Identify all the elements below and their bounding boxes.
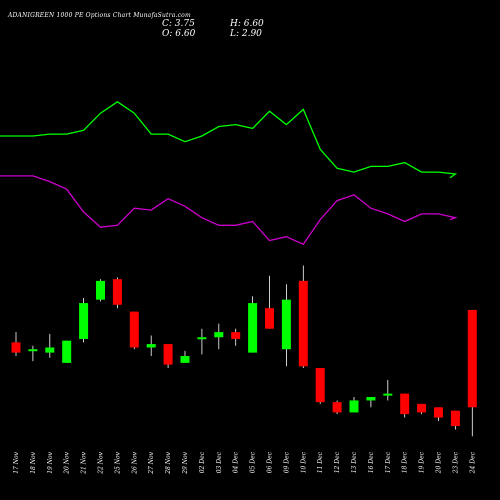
low-readout: L: 2.90 bbox=[230, 29, 262, 39]
candle-body bbox=[197, 337, 207, 340]
x-tick-label: 02 Dec bbox=[199, 451, 206, 473]
candle bbox=[298, 265, 308, 368]
candle bbox=[434, 407, 443, 421]
candle-body bbox=[129, 311, 139, 348]
x-tick-label: 10 Dec bbox=[300, 451, 307, 473]
candle-body bbox=[146, 344, 156, 348]
candle-body bbox=[383, 393, 393, 396]
candle bbox=[79, 297, 89, 343]
candle bbox=[112, 277, 122, 309]
x-tick-label: 20 Nov bbox=[64, 451, 71, 474]
x-tick-label: 13 Dec bbox=[351, 451, 358, 473]
candle-body bbox=[349, 400, 359, 413]
candle bbox=[366, 397, 376, 408]
candle bbox=[467, 309, 477, 437]
candle-body bbox=[11, 342, 21, 353]
x-tick-label: 18 Nov bbox=[30, 451, 37, 473]
candle-body bbox=[28, 349, 38, 352]
candle-body bbox=[112, 279, 122, 305]
candle bbox=[383, 379, 393, 401]
open-readout: O: 6.60 bbox=[162, 29, 196, 39]
candle bbox=[400, 393, 410, 418]
high-readout: H: 6.60 bbox=[230, 19, 264, 29]
close-readout: C: 3.75 bbox=[162, 19, 195, 29]
x-tick-label: 03 Dec bbox=[216, 451, 223, 473]
x-tick-label: 21 Nov bbox=[81, 451, 88, 474]
x-tick-label: 24 Dec bbox=[469, 451, 476, 474]
x-tick-label: 19 Dec bbox=[419, 451, 426, 473]
candle-body bbox=[248, 303, 258, 353]
x-tick-label: 25 Nov bbox=[114, 451, 121, 474]
candle bbox=[214, 323, 224, 350]
candle bbox=[129, 311, 139, 350]
candle-body bbox=[79, 303, 89, 339]
x-tick-label: 09 Dec bbox=[283, 451, 290, 473]
candle-body bbox=[265, 308, 274, 329]
x-tick-label: 12 Dec bbox=[334, 451, 341, 473]
x-tick-label: 11 Dec bbox=[317, 451, 324, 473]
candle-body bbox=[45, 347, 55, 353]
candle bbox=[45, 333, 55, 358]
x-tick-label: 06 Dec bbox=[267, 451, 274, 473]
x-tick-label: 16 Dec bbox=[368, 451, 375, 473]
candle-body bbox=[400, 393, 410, 415]
candle bbox=[248, 296, 258, 353]
x-tick-label: 29 Nov bbox=[182, 451, 189, 474]
candle-body bbox=[281, 299, 291, 350]
candle bbox=[180, 350, 190, 363]
candle bbox=[349, 397, 359, 413]
x-tick-label: 26 Nov bbox=[131, 451, 138, 474]
candle-body bbox=[62, 340, 72, 363]
x-tick-label: 20 Dec bbox=[436, 451, 443, 474]
x-tick-label: 22 Nov bbox=[98, 451, 105, 474]
candle bbox=[281, 284, 291, 367]
candle-body bbox=[214, 332, 224, 338]
candle bbox=[146, 335, 156, 357]
candle bbox=[231, 328, 241, 346]
candle-body bbox=[450, 410, 460, 427]
candle bbox=[163, 344, 173, 368]
indicator-line-upper bbox=[0, 101, 458, 179]
candle-body bbox=[315, 368, 325, 403]
indicator-line-lower bbox=[0, 175, 458, 246]
candle-body bbox=[298, 280, 308, 367]
x-axis-labels: 17 Nov 18 Nov 19 Nov 20 Nov 21 Nov 22 Nov 25 N… bbox=[13, 451, 476, 474]
candle-body bbox=[434, 407, 443, 418]
candle-body bbox=[163, 344, 173, 365]
candle-body bbox=[366, 397, 376, 401]
candle bbox=[62, 340, 72, 363]
candle-body bbox=[231, 332, 241, 339]
candle bbox=[197, 328, 207, 355]
x-tick-label: 27 Nov bbox=[148, 451, 155, 474]
x-tick-label: 17 Dec bbox=[385, 451, 392, 473]
candle bbox=[332, 400, 342, 415]
candle-body bbox=[180, 356, 190, 363]
chart-title: ADANIGREEN 1000 PE Options Chart MunafaS… bbox=[8, 12, 191, 19]
x-tick-label: 04 Dec bbox=[233, 451, 240, 473]
x-tick-label: 19 Nov bbox=[47, 451, 54, 473]
candle bbox=[28, 345, 38, 362]
candle bbox=[417, 403, 427, 415]
candle bbox=[315, 368, 325, 404]
candle bbox=[11, 332, 21, 357]
indicator-panel bbox=[0, 101, 458, 246]
x-tick-label: 17 Nov bbox=[13, 451, 20, 473]
candle bbox=[265, 275, 274, 329]
x-tick-label: 18 Dec bbox=[402, 451, 409, 473]
candle bbox=[450, 410, 460, 430]
candle-body bbox=[417, 403, 427, 413]
candles bbox=[11, 265, 477, 437]
candle-body bbox=[332, 402, 342, 413]
x-tick-label: 28 Nov bbox=[165, 451, 172, 474]
x-tick-label: 23 Dec bbox=[452, 451, 459, 474]
x-tick-label: 05 Dec bbox=[250, 451, 257, 473]
candle bbox=[96, 279, 105, 302]
candle-body bbox=[467, 309, 477, 408]
candle-body bbox=[96, 280, 105, 300]
